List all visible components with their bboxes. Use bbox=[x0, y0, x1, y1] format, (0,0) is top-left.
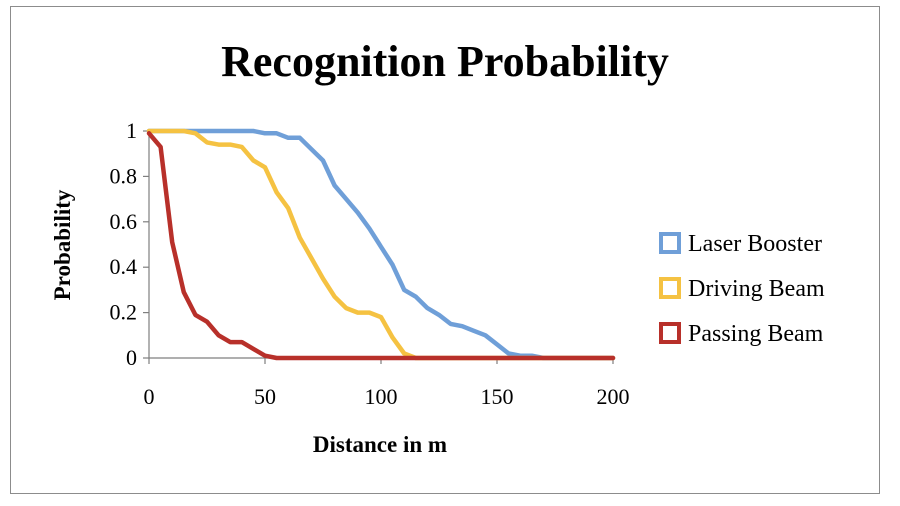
series-line-laser-booster bbox=[146, 128, 616, 361]
legend-label-laser-booster: Laser Booster bbox=[688, 231, 822, 257]
legend-label-passing-beam: Passing Beam bbox=[688, 321, 824, 347]
x-tick-label: 0 bbox=[144, 384, 155, 409]
x-axis-label: Distance in m bbox=[313, 432, 447, 457]
y-tick-label: 1 bbox=[126, 118, 137, 143]
y-tick-label: 0.6 bbox=[110, 209, 138, 234]
legend-swatch-passing-beam bbox=[659, 322, 681, 344]
chart-frame bbox=[10, 6, 880, 494]
series-line-passing-beam bbox=[146, 131, 616, 361]
series-line-driving-beam bbox=[146, 128, 616, 361]
legend: Laser Booster Driving Beam Passing Beam bbox=[659, 231, 825, 347]
y-tick-label: 0.8 bbox=[110, 163, 138, 188]
y-tick-label: 0.4 bbox=[110, 254, 138, 279]
y-tick-label: 0.2 bbox=[110, 300, 138, 325]
axes: 0 0.2 0.4 0.6 0.8 1 0 50 100 150 200 bbox=[110, 118, 630, 409]
legend-swatch-laser-booster bbox=[659, 232, 681, 254]
x-tick-label: 50 bbox=[254, 384, 276, 409]
x-tick-label: 100 bbox=[365, 384, 398, 409]
y-tick-label: 0 bbox=[126, 345, 137, 370]
chart-title: Recognition Probability bbox=[221, 37, 669, 86]
legend-label-driving-beam: Driving Beam bbox=[688, 276, 825, 302]
legend-swatch-driving-beam bbox=[659, 277, 681, 299]
y-axis-label: Probability bbox=[50, 189, 75, 300]
x-tick-label: 150 bbox=[481, 384, 514, 409]
x-tick-label: 200 bbox=[597, 384, 630, 409]
series-layer bbox=[146, 128, 616, 361]
